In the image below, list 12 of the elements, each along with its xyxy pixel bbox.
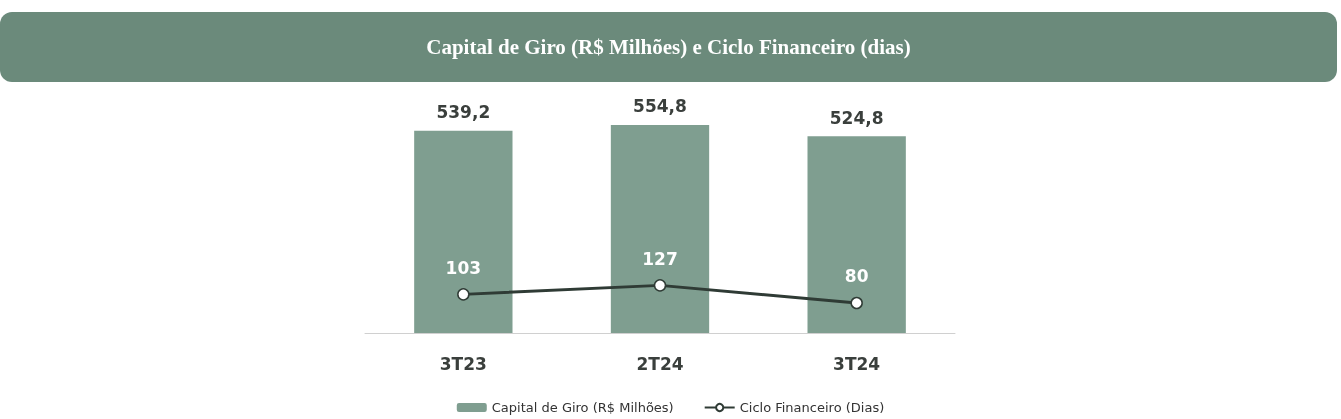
x-tick-label: 2T24 xyxy=(636,353,684,374)
data-label: 127 xyxy=(642,248,678,269)
data-label: 80 xyxy=(844,266,869,287)
legend-label: Ciclo Financeiro (Dias) xyxy=(739,400,885,415)
chart-title: Capital de Giro (R$ Milhões) e Ciclo Financeiro (dias) xyxy=(0,12,1337,82)
x-tick-label: 3T23 xyxy=(439,353,487,374)
data-label: 524,8 xyxy=(829,107,884,128)
data-label: 554,8 xyxy=(633,96,687,117)
legend-label: Capital de Giro (R$ Milhões) xyxy=(491,400,674,415)
data-label: 103 xyxy=(445,257,482,278)
data-label: 539,2 xyxy=(436,102,491,123)
x-tick-label: 3T24 xyxy=(833,353,881,374)
